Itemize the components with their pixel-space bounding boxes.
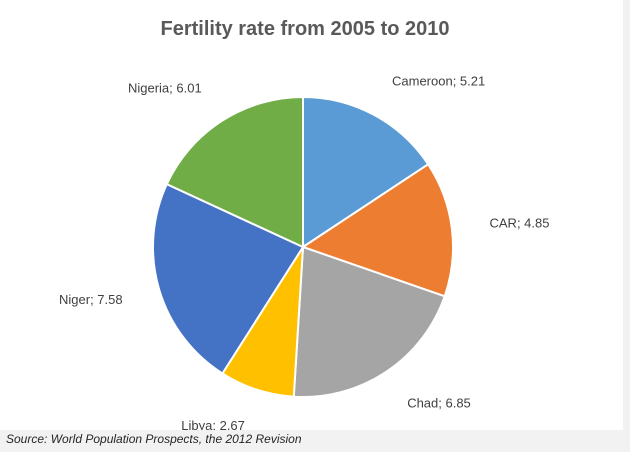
pie-slice-nigeria (165, 95, 304, 249)
data-label-nigeria: Nigeria; 6.01 (128, 81, 202, 96)
pie-slice-niger (152, 182, 305, 375)
data-label-chad: Chad; 6.85 (407, 396, 471, 411)
pie-slice-cameroon (302, 95, 430, 249)
chart-title: Fertility rate from 2005 to 2010 (160, 18, 450, 40)
data-label-libya: Libya; 2.67 (181, 418, 245, 430)
pie-slice-chad (292, 245, 446, 399)
source-note: Source: World Population Prospects, the … (6, 432, 302, 446)
data-label-cameroon: Cameroon; 5.21 (392, 73, 485, 88)
pie-slices (152, 95, 454, 399)
pie-slice-car (300, 162, 454, 298)
chart-area: Fertility rate from 2005 to 2010 Cameroo… (0, 0, 623, 430)
pie-chart: Cameroon; 5.21 CAR; 4.85 Chad; 6.85 Libya; … (59, 73, 549, 430)
pie-labels: Cameroon; 5.21 CAR; 4.85 Chad; 6.85 Libya; … (59, 73, 549, 430)
data-label-niger: Niger; 7.58 (59, 292, 123, 307)
data-label-car: CAR; 4.85 (490, 216, 550, 231)
